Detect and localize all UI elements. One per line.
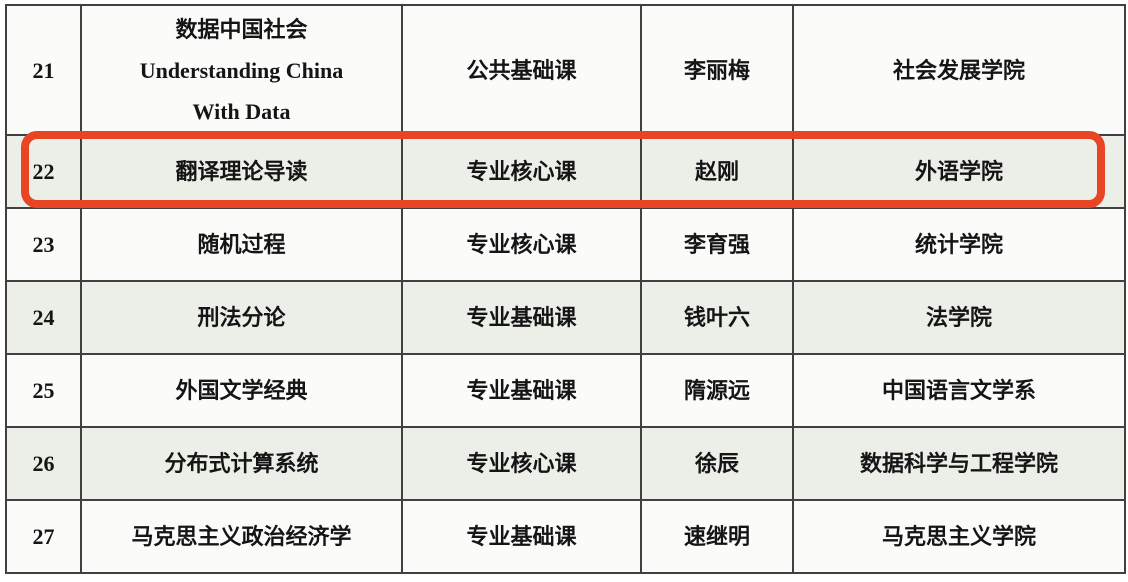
cell-department: 外语学院 [792,134,1126,209]
cell-teacher-name: 徐辰 [640,426,794,501]
table-row: 21 数据中国社会 Understanding China With Data … [5,4,1126,136]
cell-course-name: 刑法分论 [80,280,403,355]
table-row: 25 外国文学经典 专业基础课 隋源远 中国语言文学系 [5,353,1126,428]
cell-row-number: 26 [5,426,82,501]
table-row: 23 随机过程 专业核心课 李育强 统计学院 [5,207,1126,282]
course-list-table: 21 数据中国社会 Understanding China With Data … [5,4,1126,574]
cell-course-name: 分布式计算系统 [80,426,403,501]
cell-department: 社会发展学院 [792,4,1126,136]
cell-course-name: 翻译理论导读 [80,134,403,209]
cell-course-type: 专业核心课 [401,134,642,209]
table-row: 24 刑法分论 专业基础课 钱叶六 法学院 [5,280,1126,355]
cell-row-number: 21 [5,4,82,136]
cell-department: 法学院 [792,280,1126,355]
cell-course-type: 专业基础课 [401,353,642,428]
cell-teacher-name: 速继明 [640,499,794,574]
cell-course-type: 公共基础课 [401,4,642,136]
cell-row-number: 22 [5,134,82,209]
cell-teacher-name: 赵刚 [640,134,794,209]
cell-course-name: 外国文学经典 [80,353,403,428]
cell-course-type: 专业基础课 [401,280,642,355]
cell-course-type: 专业核心课 [401,426,642,501]
cell-row-number: 27 [5,499,82,574]
table-row: 26 分布式计算系统 专业核心课 徐辰 数据科学与工程学院 [5,426,1126,501]
cell-department: 马克思主义学院 [792,499,1126,574]
table-row: 27 马克思主义政治经济学 专业基础课 速继明 马克思主义学院 [5,499,1126,574]
cell-teacher-name: 李育强 [640,207,794,282]
cell-department: 中国语言文学系 [792,353,1126,428]
cell-course-name: 数据中国社会 Understanding China With Data [80,4,403,136]
cell-department: 统计学院 [792,207,1126,282]
table-row-highlighted: 22 翻译理论导读 专业核心课 赵刚 外语学院 [5,134,1126,209]
cell-row-number: 23 [5,207,82,282]
cell-teacher-name: 李丽梅 [640,4,794,136]
cell-row-number: 24 [5,280,82,355]
cell-department: 数据科学与工程学院 [792,426,1126,501]
cell-course-name: 马克思主义政治经济学 [80,499,403,574]
cell-course-type: 专业基础课 [401,499,642,574]
cell-teacher-name: 隋源远 [640,353,794,428]
cell-course-name: 随机过程 [80,207,403,282]
cell-teacher-name: 钱叶六 [640,280,794,355]
cell-row-number: 25 [5,353,82,428]
cell-course-type: 专业核心课 [401,207,642,282]
